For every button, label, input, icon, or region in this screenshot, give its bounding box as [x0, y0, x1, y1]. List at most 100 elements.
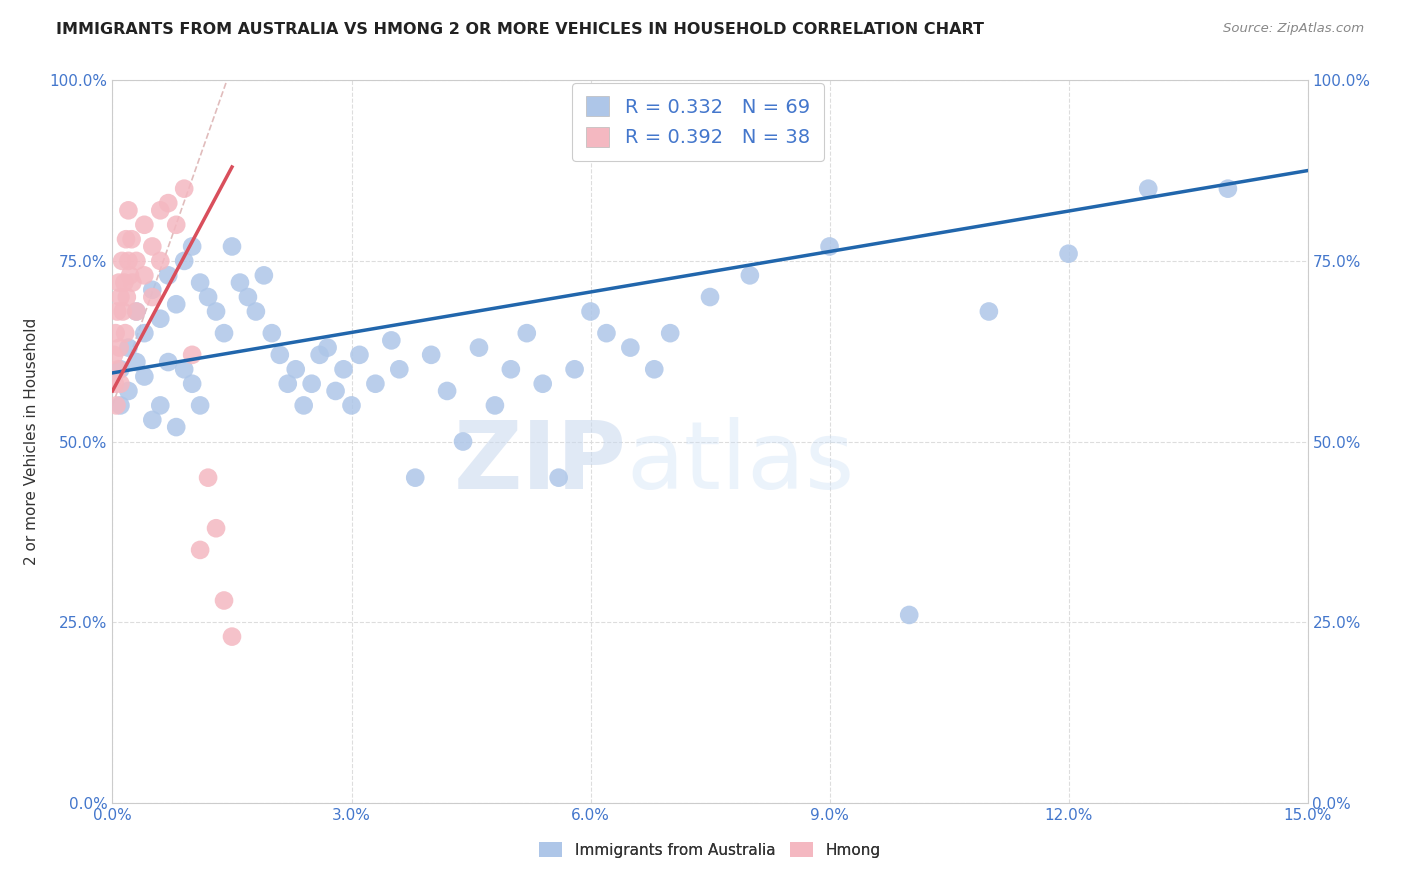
Point: [114, 276, 135, 290]
Point: [260, 326, 283, 340]
Point: [484, 398, 506, 412]
Text: atlas: atlas: [627, 417, 855, 509]
Point: [165, 218, 187, 232]
Point: [188, 276, 211, 290]
Point: [173, 253, 195, 268]
Point: [115, 232, 138, 246]
Point: [149, 398, 172, 412]
Point: [531, 376, 554, 391]
Point: [332, 362, 354, 376]
Point: [547, 470, 569, 484]
Point: [125, 304, 148, 318]
Point: [253, 268, 276, 283]
Point: [149, 253, 172, 268]
Point: [141, 290, 163, 304]
Point: [117, 203, 139, 218]
Point: [420, 348, 443, 362]
Point: [110, 362, 132, 376]
Point: [221, 630, 243, 644]
Point: [245, 304, 267, 318]
Point: [388, 362, 411, 376]
Point: [141, 239, 163, 253]
Point: [205, 304, 228, 318]
Point: [699, 290, 721, 304]
Text: IMMIGRANTS FROM AUSTRALIA VS HMONG 2 OR MORE VEHICLES IN HOUSEHOLD CORRELATION C: IMMIGRANTS FROM AUSTRALIA VS HMONG 2 OR …: [56, 22, 984, 37]
Point: [564, 362, 586, 376]
Point: [579, 304, 602, 318]
Point: [1137, 182, 1160, 196]
Point: [149, 203, 172, 218]
Point: [173, 182, 195, 196]
Point: [284, 362, 307, 376]
Point: [269, 348, 291, 362]
Point: [212, 326, 235, 340]
Point: [236, 290, 259, 304]
Point: [292, 398, 315, 412]
Point: [308, 348, 330, 362]
Point: [468, 341, 491, 355]
Point: [141, 283, 163, 297]
Point: [157, 196, 180, 211]
Point: [105, 304, 128, 318]
Point: [380, 334, 402, 348]
Point: [188, 398, 211, 412]
Point: [1216, 182, 1239, 196]
Point: [134, 218, 156, 232]
Point: [325, 384, 347, 398]
Point: [205, 521, 228, 535]
Point: [121, 276, 143, 290]
Point: [134, 326, 156, 340]
Point: [141, 413, 163, 427]
Point: [277, 376, 299, 391]
Point: [165, 420, 187, 434]
Point: [110, 398, 132, 412]
Legend: Immigrants from Australia, Hmong: Immigrants from Australia, Hmong: [533, 836, 887, 863]
Point: [197, 470, 219, 484]
Point: [111, 304, 134, 318]
Point: [111, 253, 134, 268]
Point: [349, 348, 371, 362]
Text: ZIP: ZIP: [454, 417, 627, 509]
Point: [157, 268, 180, 283]
Point: [104, 326, 127, 340]
Point: [181, 376, 204, 391]
Text: Source: ZipAtlas.com: Source: ZipAtlas.com: [1223, 22, 1364, 36]
Point: [134, 369, 156, 384]
Point: [125, 253, 148, 268]
Point: [364, 376, 387, 391]
Point: [157, 355, 180, 369]
Point: [340, 398, 363, 412]
Point: [165, 297, 187, 311]
Point: [818, 239, 841, 253]
Point: [107, 362, 129, 376]
Point: [173, 362, 195, 376]
Point: [117, 253, 139, 268]
Point: [197, 290, 219, 304]
Point: [436, 384, 458, 398]
Point: [125, 355, 148, 369]
Point: [1057, 246, 1080, 260]
Point: [125, 304, 148, 318]
Point: [181, 348, 204, 362]
Point: [898, 607, 921, 622]
Point: [188, 542, 211, 557]
Point: [212, 593, 235, 607]
Y-axis label: 2 or more Vehicles in Household: 2 or more Vehicles in Household: [24, 318, 38, 566]
Point: [117, 341, 139, 355]
Point: [301, 376, 323, 391]
Point: [121, 232, 143, 246]
Point: [110, 290, 132, 304]
Point: [108, 276, 131, 290]
Point: [451, 434, 474, 449]
Point: [316, 341, 339, 355]
Point: [115, 290, 138, 304]
Point: [104, 376, 127, 391]
Point: [105, 398, 128, 412]
Point: [114, 326, 136, 340]
Point: [977, 304, 1000, 318]
Point: [404, 470, 426, 484]
Point: [181, 239, 204, 253]
Point: [643, 362, 665, 376]
Point: [229, 276, 252, 290]
Point: [516, 326, 538, 340]
